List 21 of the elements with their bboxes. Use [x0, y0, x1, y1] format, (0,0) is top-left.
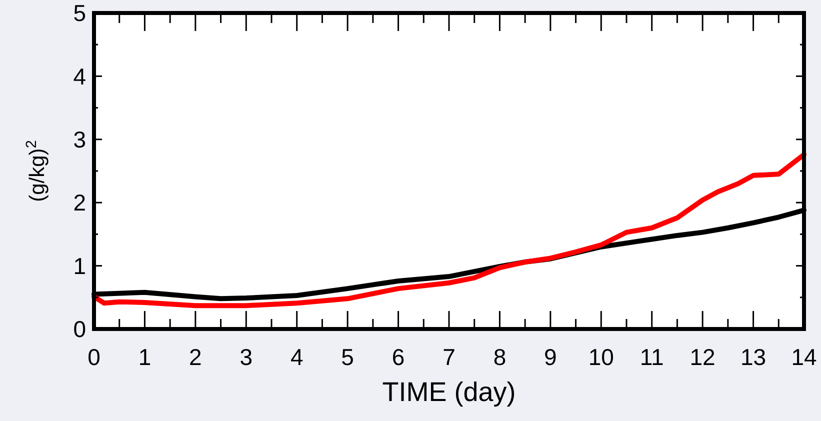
x-tick-label: 5 — [341, 344, 354, 370]
x-tick-label: 7 — [442, 344, 456, 370]
y-tick-label: 3 — [73, 126, 86, 152]
y-tick-label: 2 — [73, 190, 86, 216]
y-tick-label: 5 — [73, 0, 86, 26]
x-tick-label: 6 — [392, 344, 405, 370]
x-tick-label: 11 — [640, 344, 664, 370]
x-tick-label: 14 — [791, 344, 817, 370]
x-tick-label: 3 — [240, 344, 253, 370]
x-tick-label: 8 — [493, 344, 506, 370]
x-tick-label: 4 — [290, 344, 304, 370]
y-tick-label: 4 — [73, 63, 86, 90]
x-tick-label: 1 — [138, 344, 152, 370]
x-tick-label: 10 — [588, 344, 614, 370]
y-tick-label: 1 — [73, 252, 86, 279]
y-tick-label: 0 — [73, 316, 86, 342]
x-tick-label: 9 — [544, 344, 557, 370]
x-tick-label: 2 — [189, 344, 202, 370]
x-tick-label: 12 — [690, 344, 716, 370]
x-tick-label: 13 — [740, 344, 766, 370]
x-axis-title: TIME (day) — [382, 377, 516, 407]
